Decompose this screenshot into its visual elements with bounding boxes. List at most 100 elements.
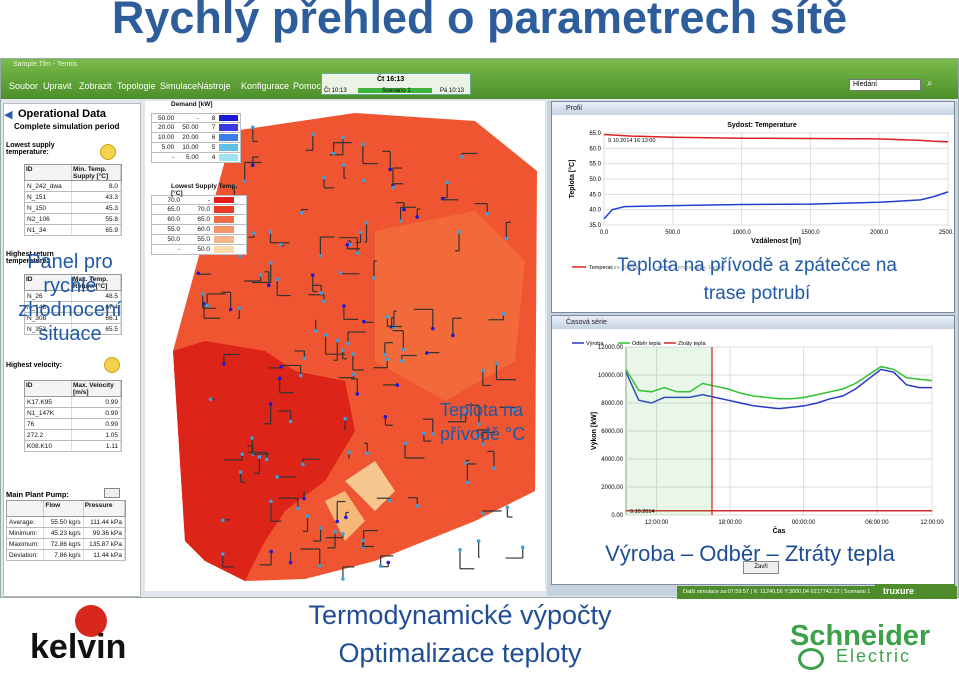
consumer-node[interactable] [317,563,322,568]
consumer-node[interactable] [269,499,273,504]
map-canvas[interactable] [145,101,545,591]
network-map[interactable]: Demand [kW] 50.00 - 8 20.00 50.00 7 10.00 20.00 6… [145,101,545,591]
consumer-node[interactable] [322,175,326,180]
consumer-node[interactable] [250,436,254,440]
menu-item[interactable]: Nástroje [197,81,231,91]
consumer-node[interactable] [398,219,403,223]
consumer-node[interactable] [296,506,300,511]
consumer-node[interactable] [266,283,271,288]
consumer-node[interactable] [391,185,395,190]
time-slider[interactable]: Čt 16:13 Čt 10:13 Scenario 1 Pá 10:13 [321,73,471,95]
consumer-node[interactable] [352,372,356,377]
menu-item[interactable]: Simulace [160,81,198,91]
consumer-node[interactable] [348,242,353,247]
consumer-node[interactable] [318,254,323,258]
consumer-node[interactable] [237,306,242,311]
consumer-node[interactable] [305,514,310,518]
consumer-node[interactable] [400,359,404,363]
consumer-node[interactable] [457,230,461,234]
consumer-node[interactable] [338,270,343,275]
consumer-node[interactable] [200,291,205,296]
search-icon[interactable]: ⌕ [927,78,933,89]
consumer-node[interactable] [372,276,376,280]
consumer-node[interactable] [383,352,387,357]
consumer-node[interactable] [351,352,355,356]
consumer-node[interactable] [278,242,283,247]
consumer-node[interactable] [311,132,315,136]
consumer-node[interactable] [378,564,383,568]
consumer-node[interactable] [481,442,485,446]
consumer-node[interactable] [451,333,455,338]
consumer-node[interactable] [298,373,303,378]
consumer-node[interactable] [365,451,370,456]
consumer-node[interactable] [476,539,481,543]
consumer-node[interactable] [463,409,468,414]
consumer-node[interactable] [196,271,201,276]
consumer-node[interactable] [460,154,464,159]
consumer-node[interactable] [268,261,273,265]
consumer-node[interactable] [505,505,510,510]
search-input[interactable]: Hledání [849,79,921,91]
consumer-node[interactable] [361,538,365,543]
consumer-node[interactable] [386,560,391,565]
consumer-node[interactable] [220,552,225,556]
consumer-node[interactable] [288,419,293,424]
consumer-node[interactable] [318,526,323,530]
consumer-node[interactable] [331,151,336,156]
consumer-node[interactable] [425,351,429,355]
consumer-node[interactable] [252,231,256,235]
consumer-node[interactable] [258,273,263,277]
consumer-node[interactable] [342,163,346,167]
consumer-node[interactable] [341,577,345,581]
consumer-node[interactable] [512,408,516,412]
consumer-node[interactable] [395,383,400,387]
menu-item[interactable]: Konfigurace [241,81,290,91]
consumer-node[interactable] [388,167,392,172]
consumer-node[interactable] [275,277,280,282]
menu-item[interactable]: Upravit [43,81,72,91]
consumer-node[interactable] [401,347,406,352]
consumer-node[interactable] [504,236,509,241]
consumer-node[interactable] [383,414,388,419]
consumer-node[interactable] [385,357,390,362]
consumer-node[interactable] [341,531,345,536]
consumer-node[interactable] [344,515,348,520]
consumer-node[interactable] [475,433,480,438]
consumer-node[interactable] [415,215,419,219]
menu-item[interactable]: Zobrazit [79,81,112,91]
time-progress[interactable] [358,88,432,93]
consumer-node[interactable] [302,496,306,501]
consumer-node[interactable] [322,299,326,304]
consumer-node[interactable] [268,230,273,234]
close-button[interactable]: Zavři [743,561,779,574]
consumer-node[interactable] [240,452,244,456]
consumer-node[interactable] [333,529,337,534]
consumer-node[interactable] [335,338,340,343]
consumer-node[interactable] [238,470,243,474]
panel-arrow-icon[interactable]: ◀ [4,109,13,121]
consumer-node[interactable] [520,545,525,550]
menu-item[interactable]: Topologie [117,81,156,91]
consumer-node[interactable] [458,548,462,552]
consumer-node[interactable] [299,210,304,215]
consumer-node[interactable] [205,303,210,308]
consumer-node[interactable] [485,211,490,216]
consumer-node[interactable] [301,462,305,467]
consumer-node[interactable] [440,196,445,201]
consumer-node[interactable] [402,207,406,212]
consumer-node[interactable] [208,397,213,402]
consumer-node[interactable] [355,392,360,396]
menu-item[interactable]: Pomoc [293,81,322,91]
consumer-node[interactable] [465,480,470,485]
consumer-node[interactable] [269,549,273,554]
consumer-node[interactable] [481,368,485,373]
consumer-node[interactable] [403,441,407,446]
consumer-node[interactable] [221,518,225,523]
consumer-node[interactable] [250,125,255,130]
consumer-node[interactable] [257,455,262,459]
consumer-node[interactable] [268,402,273,406]
consumer-node[interactable] [323,333,328,337]
menu-item[interactable]: Soubor [9,81,39,91]
consumer-node[interactable] [355,251,360,255]
consumer-node[interactable] [346,341,350,346]
